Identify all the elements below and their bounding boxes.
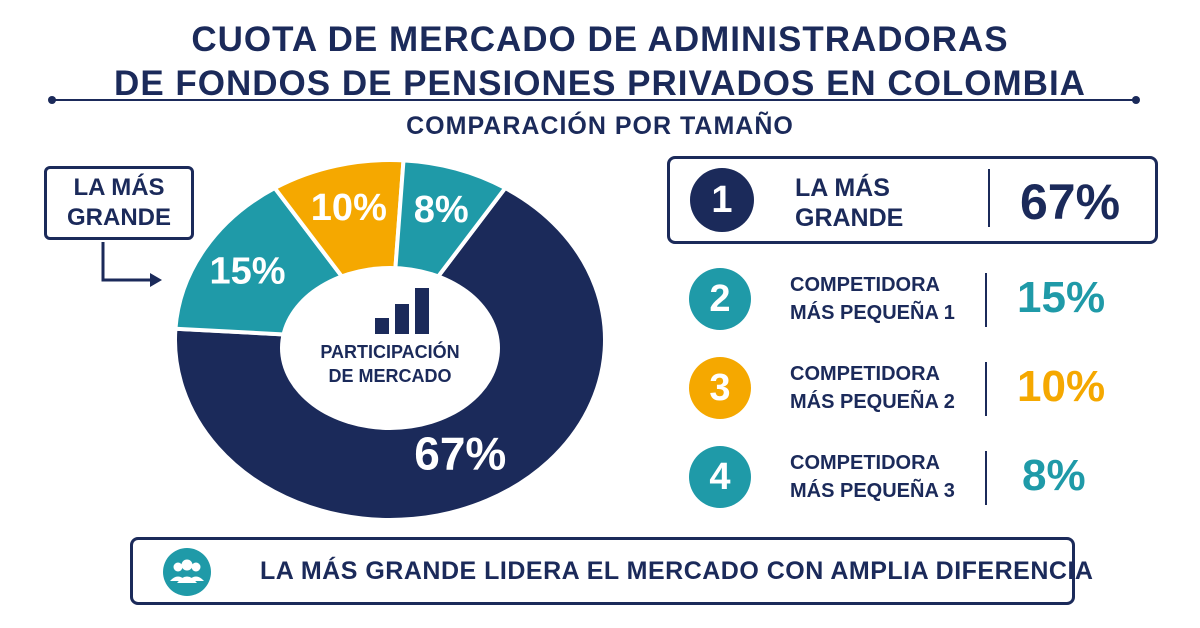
rank-badge: 4: [689, 446, 751, 508]
footer-text: LA MÁS GRANDE LIDERA EL MERCADO CON AMPL…: [260, 557, 1094, 585]
rank-divider: [985, 451, 987, 505]
rank-value: 8%: [1022, 451, 1086, 500]
ranking-row-2: 2 COMPETIDORA MÁS PEQUEÑA 1 15%: [667, 263, 1158, 335]
rank-label: COMPETIDORA MÁS PEQUEÑA 1: [790, 274, 955, 324]
center-label-1: PARTICIPACIÓN: [320, 341, 459, 362]
largest-callout: LA MÁS GRANDE: [44, 166, 194, 240]
market-share-donut: 67% 15% 10% 8% PARTICIPACIÓN DE MERCADO: [173, 158, 607, 522]
rank-value: 15%: [1017, 273, 1106, 322]
rank-value: 10%: [1017, 362, 1106, 411]
chart-subtitle: COMPARACIÓN POR TAMAÑO: [406, 112, 794, 140]
rank-divider: [985, 362, 987, 416]
footer-banner: LA MÁS GRANDE LIDERA EL MERCADO CON AMPL…: [130, 537, 1093, 605]
callout-line-1: LA MÁS: [73, 174, 165, 201]
title-line-2: DE FONDOS DE PENSIONES PRIVADOS EN COLOM…: [114, 64, 1086, 103]
rank-divider: [988, 169, 990, 227]
rank-label: LA MÁS GRANDE: [795, 174, 904, 232]
chart-title: CUOTA DE MERCADO DE ADMINISTRADORAS DE F…: [0, 18, 1200, 106]
title-line-1: CUOTA DE MERCADO DE ADMINISTRADORAS: [191, 20, 1009, 59]
center-label-2: DE MERCADO: [328, 366, 451, 386]
callout-arrow-icon: [101, 242, 162, 287]
ranking-row-3: 3 COMPETIDORA MÁS PEQUEÑA 2 10%: [667, 352, 1158, 424]
ranking-row-4: 4 COMPETIDORA MÁS PEQUEÑA 3 8%: [667, 441, 1158, 513]
donut-hole: [280, 266, 500, 430]
bar-chart-icon: [375, 288, 429, 334]
rank-label: COMPETIDORA MÁS PEQUEÑA 3: [790, 452, 955, 502]
rank-value: 67%: [1020, 174, 1121, 230]
slice-label-competitor-2: 10%: [311, 187, 387, 229]
rank-label: COMPETIDORA MÁS PEQUEÑA 2: [790, 363, 955, 413]
rank-badge: 2: [689, 268, 751, 330]
rank-divider: [985, 273, 987, 327]
callout-line-2: GRANDE: [66, 204, 171, 231]
ranking-row-1: 1 LA MÁS GRANDE 67%: [667, 156, 1158, 244]
title-divider: [48, 96, 1140, 104]
slice-label-competitor-3: 8%: [414, 189, 469, 231]
slice-label-competitor-1: 15%: [209, 250, 285, 292]
rank-badge: 3: [689, 357, 751, 419]
rank-badge: 1: [690, 168, 754, 232]
people-group-icon: [163, 548, 211, 596]
slice-label-largest: 67%: [414, 427, 506, 479]
